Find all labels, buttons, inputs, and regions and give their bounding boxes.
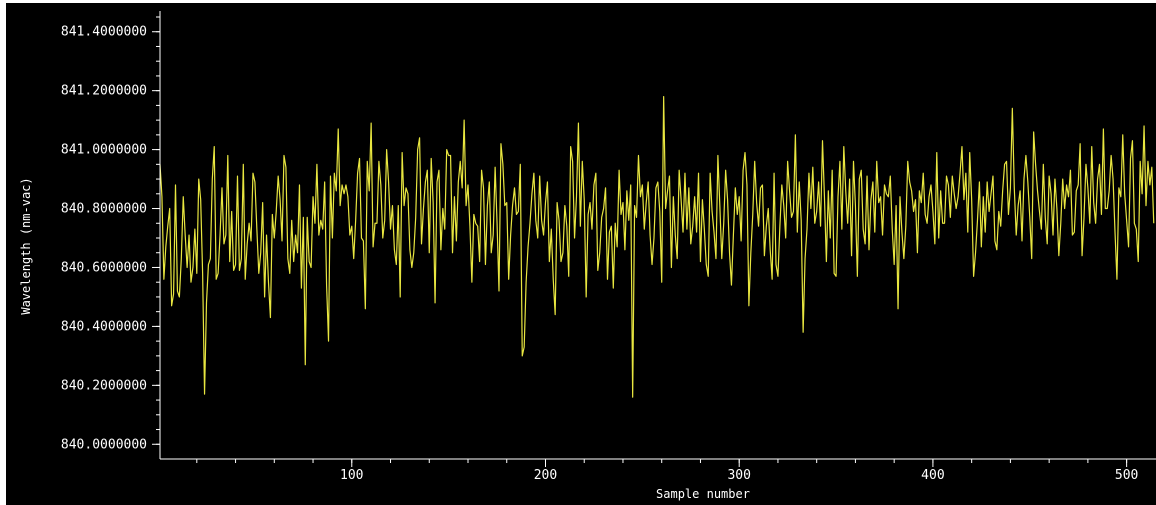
- y-tick-label: 840.0000000: [61, 437, 147, 452]
- y-tick-label: 840.6000000: [61, 260, 147, 275]
- line-chart: 840.0000000 840.2000000 840.4000000 840.600…: [19, 11, 1156, 501]
- y-tick-label: 841.2000000: [61, 84, 147, 99]
- x-tick-label: 500: [1115, 468, 1138, 483]
- y-tick-label: 840.8000000: [61, 202, 147, 217]
- x-tick-label: 300: [727, 468, 750, 483]
- x-tick-label: 200: [534, 468, 557, 483]
- y-axis-title: Wavelength (nm-vac): [19, 177, 33, 314]
- y-tick-label: 841.0000000: [61, 143, 147, 158]
- x-axis-title: Sample number: [656, 487, 750, 501]
- y-tick-label: 840.2000000: [61, 378, 147, 393]
- y-tick-label: 840.4000000: [61, 319, 147, 334]
- series-line-1: [159, 95, 1155, 398]
- plot-panel: 840.0000000 840.2000000 840.4000000 840.600…: [6, 3, 1156, 505]
- y-tick-label: 841.4000000: [61, 25, 147, 40]
- x-tick-label: 400: [921, 468, 944, 483]
- x-tick-label: 100: [340, 468, 363, 483]
